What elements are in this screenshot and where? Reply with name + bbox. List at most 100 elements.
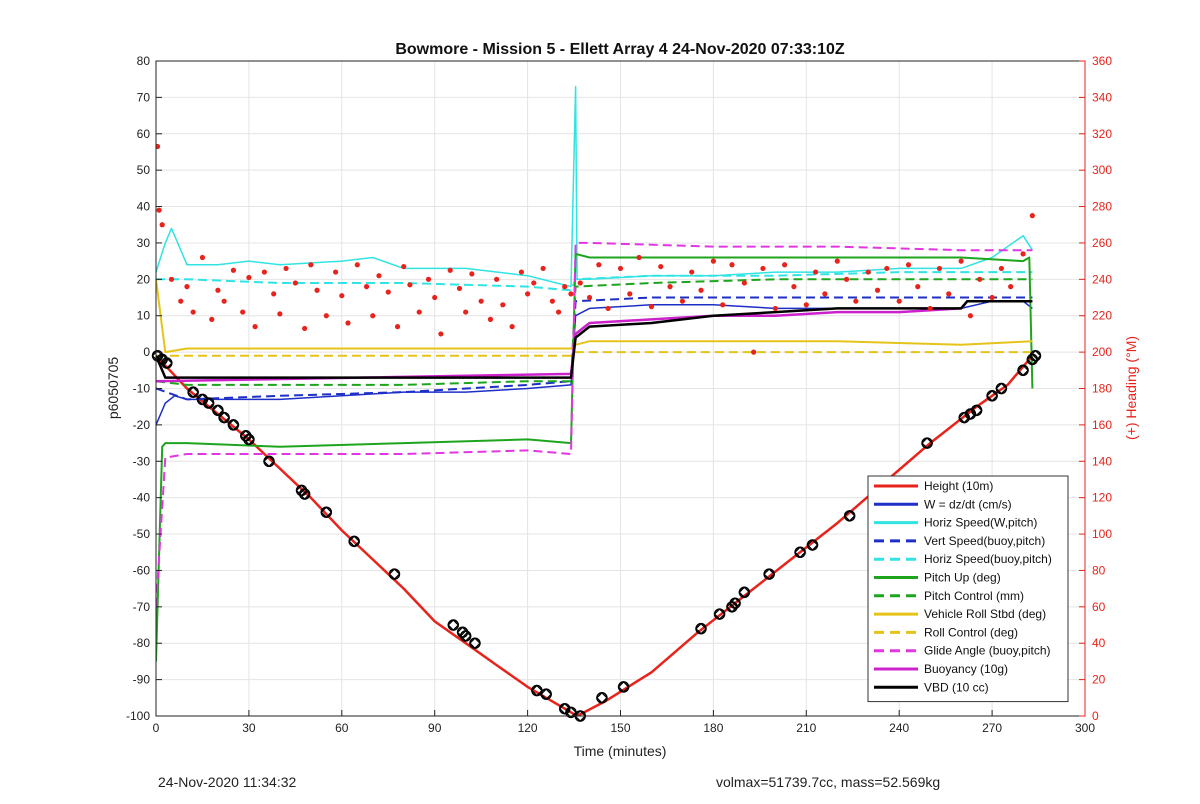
marker-point xyxy=(1029,349,1042,362)
heading-point xyxy=(363,284,370,290)
legend-label-5: Pitch Up (deg) xyxy=(924,571,1001,585)
y-tick-label: 70 xyxy=(137,90,151,104)
heading-point xyxy=(432,294,438,301)
axes: 0 30 60 90 120 150 180 210 240 270 300-100-90-80-7… xyxy=(126,54,1112,735)
y2-tick-label: 20 xyxy=(1092,673,1106,687)
marker-point xyxy=(459,630,472,642)
y2-tick-label: 60 xyxy=(1092,600,1106,614)
marker-point xyxy=(298,488,311,500)
heading-point xyxy=(1029,213,1035,219)
heading-point xyxy=(977,276,983,282)
marker-point xyxy=(921,437,933,449)
heading-point xyxy=(261,269,267,275)
y-tick-label: 30 xyxy=(137,236,151,250)
heading-point xyxy=(741,280,747,286)
marker-point xyxy=(763,568,775,580)
series-line-9 xyxy=(156,241,1033,607)
heading-point xyxy=(998,265,1004,272)
marker-point xyxy=(738,586,751,599)
y2-tick-label: 160 xyxy=(1092,418,1112,432)
heading-point xyxy=(246,274,252,281)
x-tick-label: 270 xyxy=(982,721,1002,735)
x-tick-label: 180 xyxy=(703,721,723,735)
heading-point xyxy=(354,262,360,268)
footer-timestamp: 24-Nov-2020 11:34:32 xyxy=(158,774,297,790)
heading-point xyxy=(927,305,933,312)
heading-point xyxy=(648,304,655,310)
marker-point xyxy=(843,510,856,522)
y2-tick-label: 100 xyxy=(1092,527,1112,541)
heading-point xyxy=(277,311,283,317)
marker-point xyxy=(243,433,255,446)
y2-tick-label: 320 xyxy=(1092,127,1112,141)
x-tick-label: 60 xyxy=(335,721,349,735)
heading-point xyxy=(500,302,506,308)
heading-point xyxy=(698,287,704,293)
marker-point xyxy=(469,637,481,650)
heading-point xyxy=(884,265,890,272)
heading-point xyxy=(1020,251,1026,257)
legend-label-3: Vert Speed(buoy,pitch) xyxy=(924,534,1045,548)
x-tick-label: 30 xyxy=(242,721,256,735)
heading-point xyxy=(240,309,246,315)
heading-point xyxy=(283,265,289,272)
series-line-7 xyxy=(156,279,1033,354)
heading-point xyxy=(376,273,382,279)
heading-point xyxy=(184,284,190,290)
heading-point xyxy=(812,269,819,275)
y-tick-label: 10 xyxy=(137,309,151,323)
heading-point xyxy=(509,324,515,330)
y2-tick-label: 40 xyxy=(1092,636,1106,650)
heading-point xyxy=(494,276,500,282)
marker-point xyxy=(729,597,741,610)
heading-point xyxy=(627,291,633,297)
marker-point xyxy=(212,404,224,417)
heading-point xyxy=(178,298,184,304)
heading-point xyxy=(853,298,859,304)
marker-point xyxy=(794,546,806,559)
heading-point xyxy=(946,291,952,297)
heading-point xyxy=(689,269,695,275)
heading-point xyxy=(518,269,525,275)
heading-point xyxy=(333,269,339,275)
heading-point xyxy=(636,254,642,261)
heading-point xyxy=(463,309,469,315)
marker-point xyxy=(447,619,460,631)
marker-point xyxy=(596,691,608,704)
x-tick-label: 240 xyxy=(889,721,909,735)
y2-tick-label: 240 xyxy=(1092,272,1112,286)
heading-point xyxy=(562,284,568,290)
heading-point xyxy=(843,276,850,282)
heading-point xyxy=(209,316,215,322)
marker-point xyxy=(348,535,361,548)
legend-label-2: Horiz Speed(W,pitch) xyxy=(924,516,1037,530)
heading-point xyxy=(487,316,494,322)
heading-point xyxy=(478,298,484,304)
y-tick-label: 80 xyxy=(137,54,151,68)
heading-point xyxy=(791,284,797,290)
heading-point xyxy=(401,263,407,270)
heading-point xyxy=(199,254,206,261)
heading-point xyxy=(874,287,881,293)
marker-point xyxy=(218,411,230,424)
marker-point xyxy=(263,455,275,468)
heading-point xyxy=(456,285,463,292)
heading-point xyxy=(568,291,574,297)
heading-point xyxy=(385,289,391,295)
legend-label-6: Pitch Control (mm) xyxy=(924,589,1024,603)
y2-tick-label: 200 xyxy=(1092,345,1112,359)
heading-point xyxy=(586,294,593,301)
chart-title: Bowmore - Mission 5 - Ellett Array 4 24-… xyxy=(395,41,845,58)
heading-point xyxy=(302,325,308,332)
y-tick-label: 50 xyxy=(137,163,151,177)
heading-point xyxy=(967,313,974,319)
legend-label-9: Glide Angle (buoy,pitch) xyxy=(924,644,1051,658)
heading-point xyxy=(531,280,537,286)
heading-point xyxy=(658,263,664,270)
legend: Height (10m) W = dz/dt (cm/s) Horiz Speed(… xyxy=(867,475,1069,703)
heading-point xyxy=(596,262,602,268)
heading-point xyxy=(1008,284,1014,290)
y2-tick-label: 220 xyxy=(1092,309,1112,323)
heading-point xyxy=(156,207,162,213)
marker-point xyxy=(540,688,553,701)
